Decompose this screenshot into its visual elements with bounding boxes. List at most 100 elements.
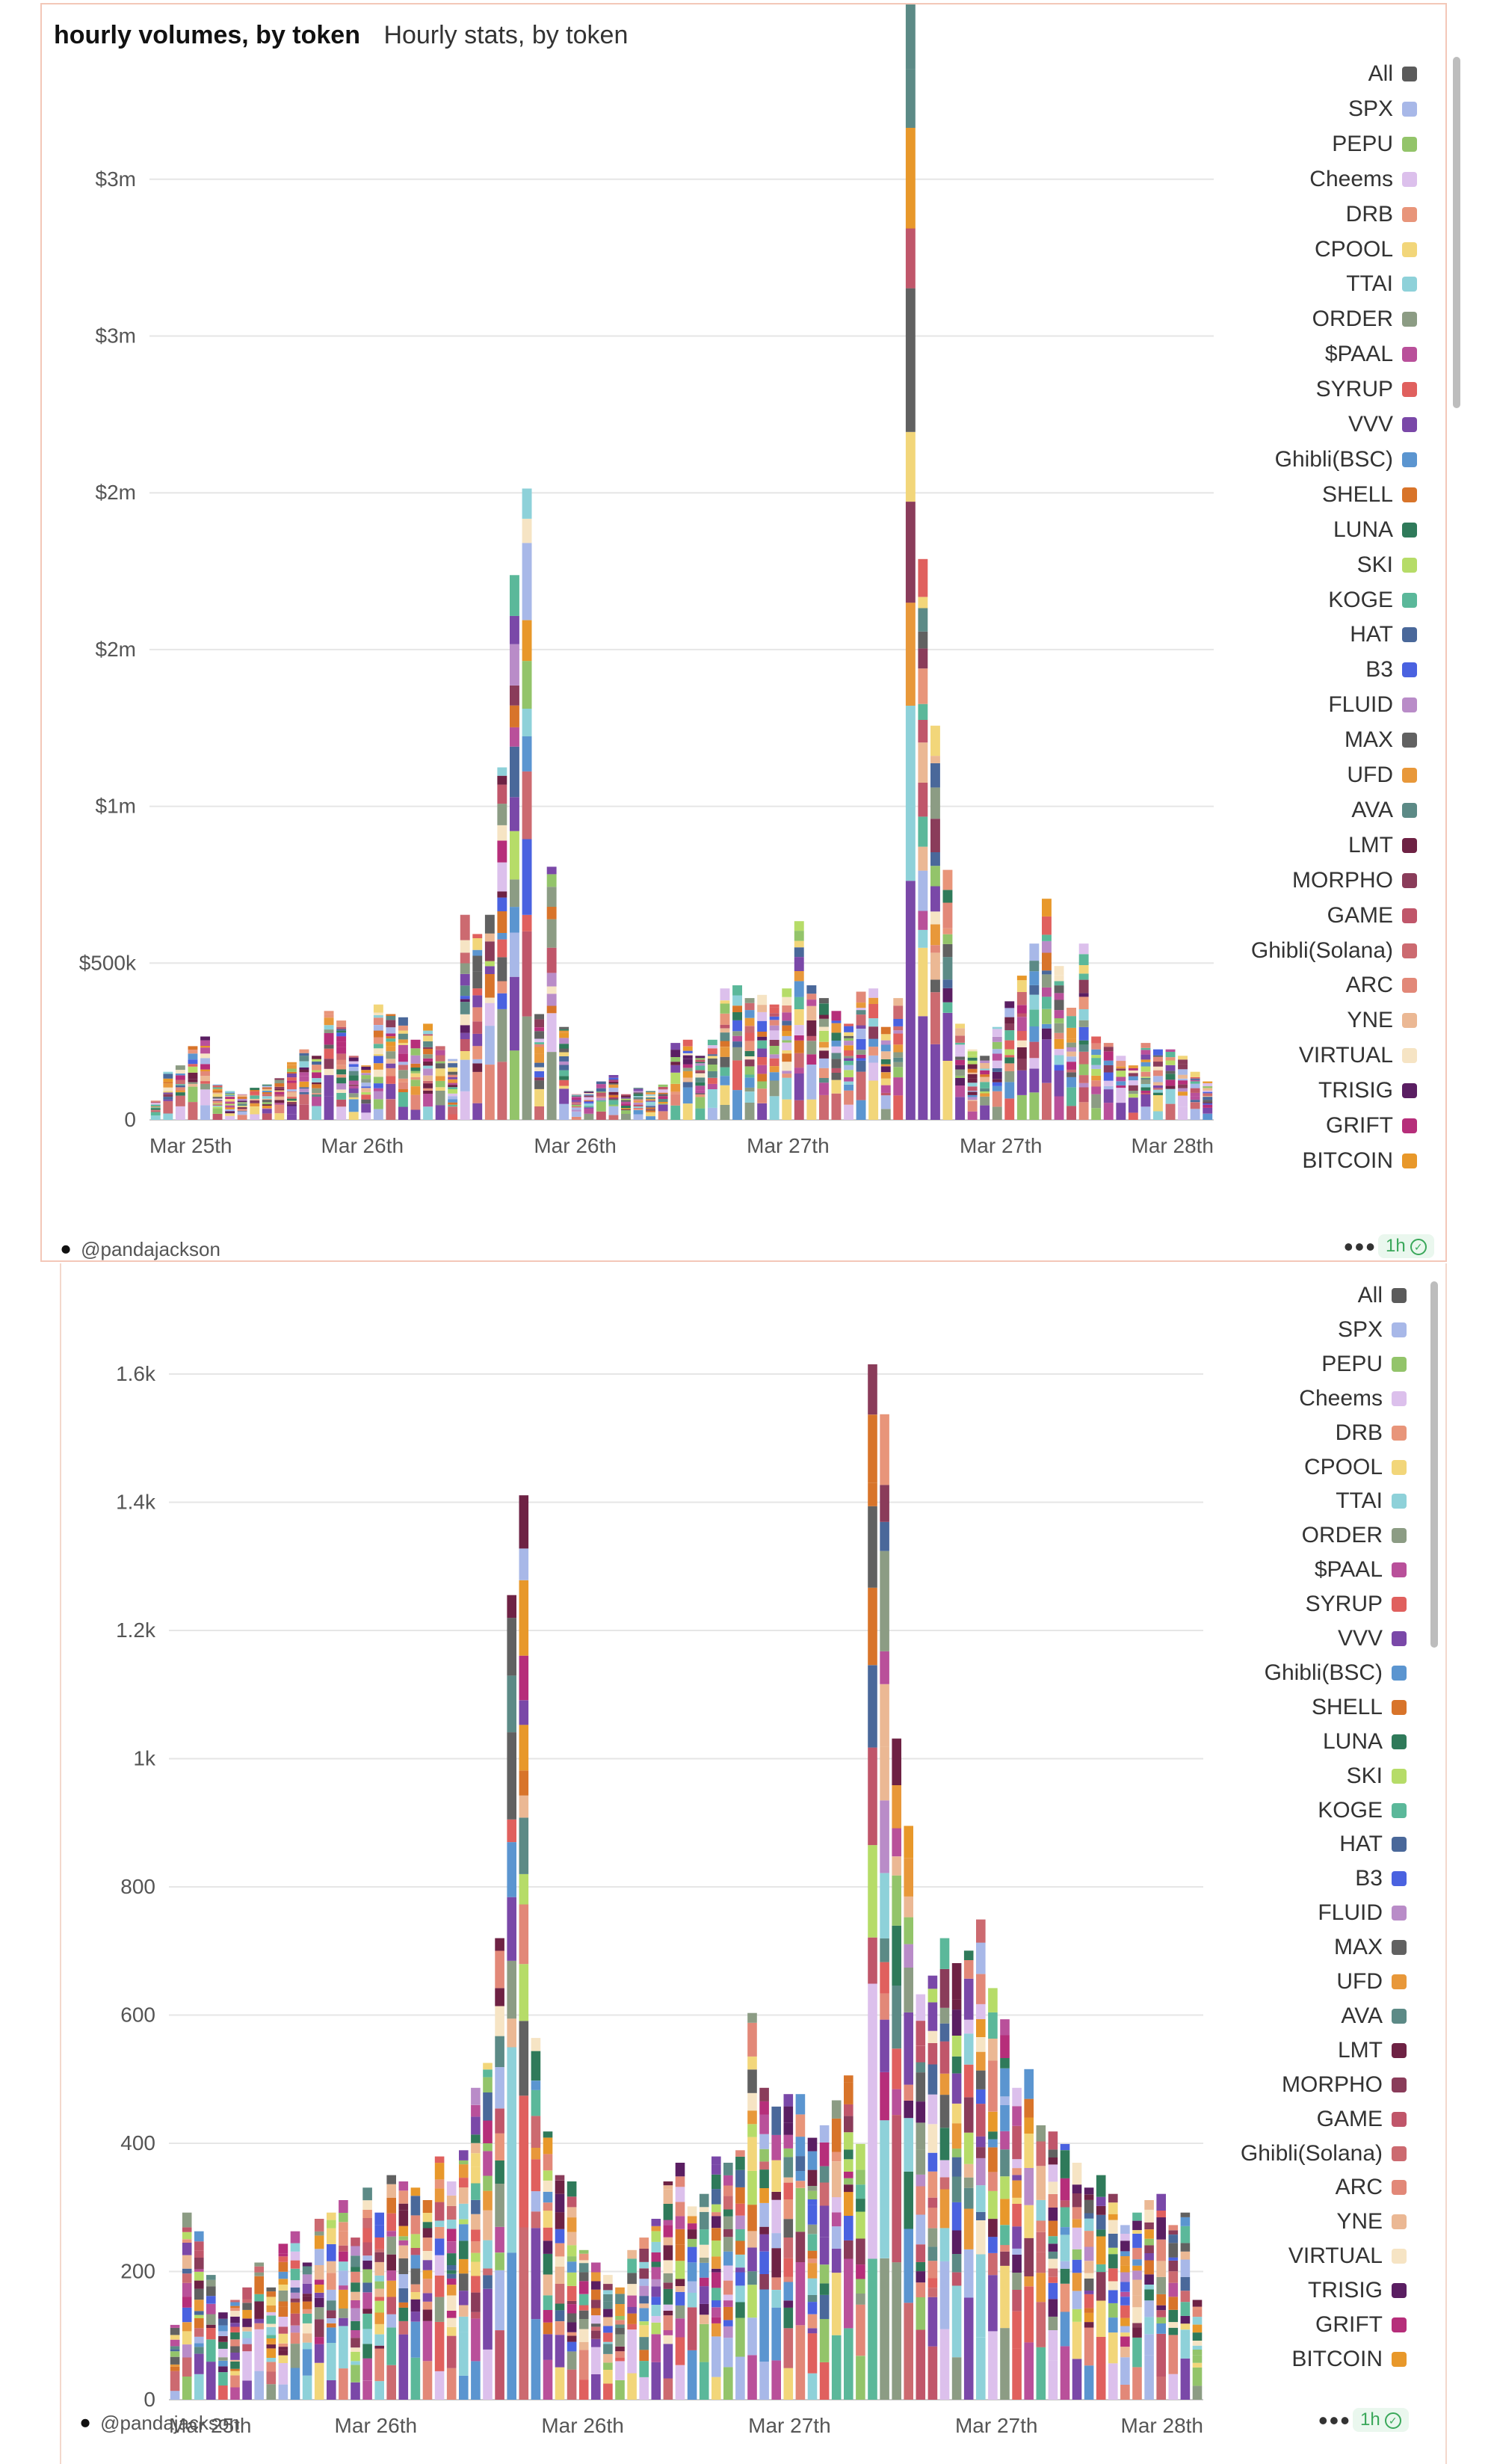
- bar-17[interactable]: [361, 1065, 371, 1120]
- bar-11[interactable]: [287, 1062, 297, 1120]
- legend-item-ghibli-solana[interactable]: Ghibli(Solana): [1251, 934, 1417, 968]
- bar-29[interactable]: [519, 1495, 529, 2400]
- legend-item-cpool[interactable]: CPOOL: [1304, 1450, 1407, 1485]
- bar-64[interactable]: [939, 1938, 950, 2400]
- bar-55[interactable]: [831, 1011, 842, 1120]
- bar-26[interactable]: [483, 2063, 493, 2400]
- legend-item-koge[interactable]: KOGE: [1318, 1793, 1407, 1828]
- legend-item-cheems[interactable]: Cheems: [1299, 1382, 1407, 1416]
- bar-15[interactable]: [351, 2237, 360, 2400]
- bar-75[interactable]: [1078, 943, 1089, 1120]
- bar-60[interactable]: [892, 1738, 901, 2400]
- bar-63[interactable]: [930, 725, 940, 1120]
- bar-54[interactable]: [819, 2125, 830, 2400]
- bar-36[interactable]: [603, 2275, 613, 2400]
- bar-31[interactable]: [543, 2131, 553, 2400]
- bar-4[interactable]: [200, 1036, 210, 1121]
- bar-1[interactable]: [163, 1071, 173, 1120]
- bar-14[interactable]: [339, 2200, 348, 2400]
- bar-80[interactable]: [1132, 2212, 1142, 2400]
- bar-5[interactable]: [212, 1084, 223, 1120]
- bar-21[interactable]: [422, 2200, 433, 2400]
- legend-item-hat[interactable]: HAT: [1339, 1827, 1407, 1861]
- bar-8[interactable]: [250, 1088, 260, 1120]
- bar-46[interactable]: [723, 2163, 733, 2400]
- bar-18[interactable]: [386, 2175, 396, 2400]
- bar-27[interactable]: [495, 1938, 504, 2400]
- legend-item-grift[interactable]: GRIFT: [1315, 2308, 1407, 2342]
- legend-item-grift[interactable]: GRIFT: [1326, 1109, 1417, 1143]
- bar-68[interactable]: [988, 1988, 998, 2400]
- bar-3[interactable]: [188, 1046, 198, 1120]
- bar-84[interactable]: [1180, 2212, 1191, 2400]
- legend-item-ava[interactable]: AVA: [1351, 793, 1417, 828]
- bar-32[interactable]: [555, 2175, 565, 2400]
- more-menu-icon[interactable]: •••: [1318, 2405, 1351, 2436]
- bar-45[interactable]: [711, 2156, 721, 2400]
- bar-34[interactable]: [578, 2249, 589, 2400]
- bar-22[interactable]: [434, 2156, 445, 2400]
- bar-56[interactable]: [844, 1023, 853, 1120]
- bar-39[interactable]: [633, 1088, 643, 1120]
- bar-74[interactable]: [1066, 1008, 1076, 1120]
- legend-item-trisig[interactable]: TRISIG: [1308, 2273, 1407, 2308]
- bar-71[interactable]: [1029, 943, 1040, 1120]
- legend-item-luna[interactable]: LUNA: [1333, 513, 1417, 547]
- legend-item-max[interactable]: MAX: [1334, 1930, 1407, 1965]
- legend-item-game[interactable]: GAME: [1327, 899, 1417, 933]
- legend-item-paal[interactable]: $PAAL: [1315, 1553, 1407, 1587]
- bar-23[interactable]: [446, 2181, 457, 2400]
- bar-57[interactable]: [856, 2143, 865, 2400]
- bar-54[interactable]: [819, 998, 829, 1120]
- bar-35[interactable]: [591, 2262, 601, 2400]
- bar-67[interactable]: [980, 1056, 990, 1120]
- bar-24[interactable]: [459, 2150, 469, 2400]
- bar-51[interactable]: [783, 2094, 794, 2400]
- legend-item-ufd[interactable]: UFD: [1336, 1965, 1407, 1999]
- bar-69[interactable]: [1004, 1001, 1015, 1120]
- bar-48[interactable]: [747, 2012, 757, 2400]
- bar-2[interactable]: [175, 1065, 185, 1120]
- bar-20[interactable]: [398, 1017, 408, 1120]
- legend-item-luna[interactable]: LUNA: [1323, 1725, 1407, 1759]
- bar-49[interactable]: [759, 2087, 769, 2400]
- legend-item-koge[interactable]: KOGE: [1328, 583, 1417, 617]
- bar-43[interactable]: [682, 1039, 693, 1120]
- legend-item-b3[interactable]: B3: [1355, 1861, 1407, 1896]
- bar-76[interactable]: [1091, 1036, 1102, 1121]
- legend-item-cpool[interactable]: CPOOL: [1315, 232, 1417, 267]
- bar-58[interactable]: [868, 1364, 877, 2400]
- bar-12[interactable]: [314, 2219, 324, 2400]
- bar-59[interactable]: [880, 1026, 891, 1120]
- legend-item-virtual[interactable]: VIRTUAL: [1288, 2239, 1407, 2273]
- bar-79[interactable]: [1128, 1065, 1138, 1120]
- bar-63[interactable]: [927, 1975, 938, 2400]
- bar-70[interactable]: [1012, 2087, 1022, 2400]
- bar-37[interactable]: [608, 1075, 619, 1120]
- legend-item-all[interactable]: All: [1358, 1278, 1407, 1313]
- bar-65[interactable]: [951, 1963, 962, 2400]
- bar-27[interactable]: [484, 914, 495, 1120]
- bar-83[interactable]: [1178, 1056, 1188, 1120]
- legend-item-game[interactable]: GAME: [1317, 2102, 1407, 2137]
- bar-52[interactable]: [795, 2094, 806, 2400]
- bar-73[interactable]: [1048, 2131, 1058, 2400]
- bar-21[interactable]: [410, 1039, 421, 1120]
- bar-46[interactable]: [720, 988, 730, 1120]
- bar-64[interactable]: [942, 869, 953, 1120]
- bar-76[interactable]: [1084, 2187, 1094, 2400]
- bar-65[interactable]: [955, 1023, 965, 1120]
- legend-item-ava[interactable]: AVA: [1341, 1999, 1407, 2033]
- legend-item-ghibli-bsc[interactable]: Ghibli(BSC): [1265, 1656, 1407, 1690]
- bar-52[interactable]: [794, 921, 804, 1120]
- bar-36[interactable]: [596, 1081, 606, 1120]
- author-label[interactable]: @pandajackson: [81, 1238, 220, 1260]
- bar-42[interactable]: [670, 1043, 681, 1120]
- bar-68[interactable]: [992, 1026, 1002, 1120]
- legend-item-yne[interactable]: YNE: [1347, 1003, 1417, 1038]
- bar-41[interactable]: [658, 1084, 668, 1120]
- bar-83[interactable]: [1168, 2225, 1179, 2400]
- bar-47[interactable]: [732, 985, 742, 1120]
- bar-78[interactable]: [1116, 1056, 1126, 1120]
- legend-item-yne[interactable]: YNE: [1336, 2205, 1407, 2239]
